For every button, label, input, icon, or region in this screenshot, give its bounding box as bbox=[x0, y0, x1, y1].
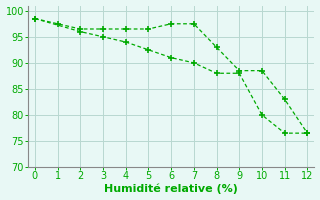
X-axis label: Humidité relative (%): Humidité relative (%) bbox=[104, 184, 238, 194]
